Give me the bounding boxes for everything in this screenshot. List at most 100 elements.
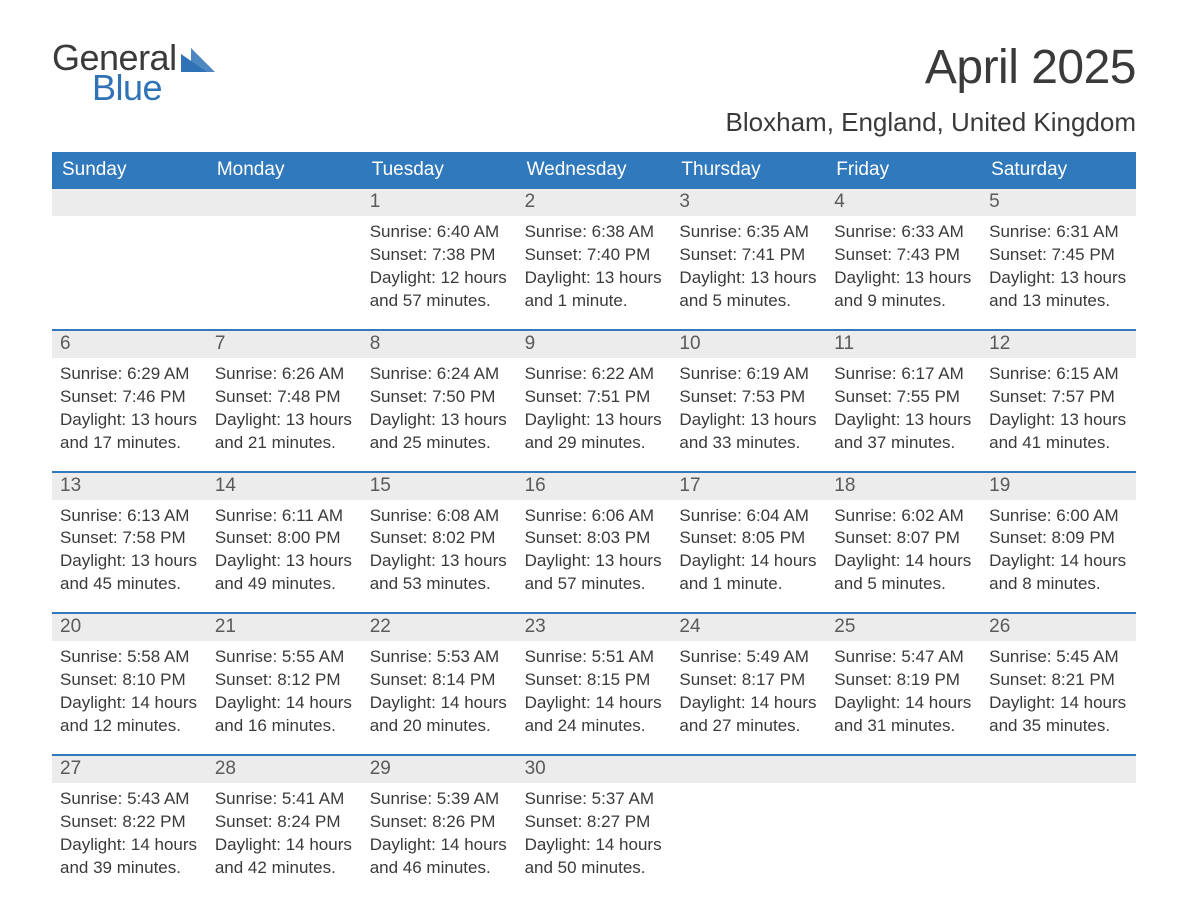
date-number: 17 xyxy=(671,473,826,500)
day-cell xyxy=(52,189,207,323)
day-cell: 2Sunrise: 6:38 AMSunset: 7:40 PMDaylight… xyxy=(517,189,672,323)
sunrise-line: Sunrise: 5:47 AM xyxy=(834,646,973,669)
day-cell: 30Sunrise: 5:37 AMSunset: 8:27 PMDayligh… xyxy=(517,756,672,890)
sunset-line: Sunset: 8:12 PM xyxy=(215,669,354,692)
day-body: Sunrise: 6:17 AMSunset: 7:55 PMDaylight:… xyxy=(826,358,981,465)
day-header-thursday: Thursday xyxy=(671,152,826,189)
day-body: Sunrise: 6:22 AMSunset: 7:51 PMDaylight:… xyxy=(517,358,672,465)
day-body: Sunrise: 6:40 AMSunset: 7:38 PMDaylight:… xyxy=(362,216,517,323)
day-body: Sunrise: 6:29 AMSunset: 7:46 PMDaylight:… xyxy=(52,358,207,465)
daylight-line: Daylight: 13 hours and 37 minutes. xyxy=(834,409,973,455)
day-cell: 12Sunrise: 6:15 AMSunset: 7:57 PMDayligh… xyxy=(981,331,1136,465)
sunset-line: Sunset: 8:09 PM xyxy=(989,527,1128,550)
day-cell: 24Sunrise: 5:49 AMSunset: 8:17 PMDayligh… xyxy=(671,614,826,748)
sunset-line: Sunset: 8:03 PM xyxy=(525,527,664,550)
day-cell: 26Sunrise: 5:45 AMSunset: 8:21 PMDayligh… xyxy=(981,614,1136,748)
date-number: 27 xyxy=(52,756,207,783)
date-number: 12 xyxy=(981,331,1136,358)
daylight-line: Daylight: 14 hours and 31 minutes. xyxy=(834,692,973,738)
date-number: 29 xyxy=(362,756,517,783)
daylight-line: Daylight: 14 hours and 1 minute. xyxy=(679,550,818,596)
day-body: Sunrise: 6:04 AMSunset: 8:05 PMDaylight:… xyxy=(671,500,826,607)
sunrise-line: Sunrise: 6:15 AM xyxy=(989,363,1128,386)
date-number: 14 xyxy=(207,473,362,500)
sunrise-line: Sunrise: 5:41 AM xyxy=(215,788,354,811)
daylight-line: Daylight: 14 hours and 16 minutes. xyxy=(215,692,354,738)
calendar: Sunday Monday Tuesday Wednesday Thursday… xyxy=(52,152,1136,890)
daylight-line: Daylight: 13 hours and 13 minutes. xyxy=(989,267,1128,313)
sunset-line: Sunset: 8:22 PM xyxy=(60,811,199,834)
day-cell: 22Sunrise: 5:53 AMSunset: 8:14 PMDayligh… xyxy=(362,614,517,748)
date-number: 23 xyxy=(517,614,672,641)
day-body: Sunrise: 6:02 AMSunset: 8:07 PMDaylight:… xyxy=(826,500,981,607)
location: Bloxham, England, United Kingdom xyxy=(726,107,1136,138)
day-cell xyxy=(671,756,826,890)
daylight-line: Daylight: 14 hours and 42 minutes. xyxy=(215,834,354,880)
sunset-line: Sunset: 7:53 PM xyxy=(679,386,818,409)
title-block: April 2025 Bloxham, England, United King… xyxy=(726,40,1136,138)
day-cell: 28Sunrise: 5:41 AMSunset: 8:24 PMDayligh… xyxy=(207,756,362,890)
sunrise-line: Sunrise: 5:37 AM xyxy=(525,788,664,811)
day-cell xyxy=(207,189,362,323)
sunrise-line: Sunrise: 6:00 AM xyxy=(989,505,1128,528)
day-cell: 1Sunrise: 6:40 AMSunset: 7:38 PMDaylight… xyxy=(362,189,517,323)
date-number: 10 xyxy=(671,331,826,358)
sunrise-line: Sunrise: 5:43 AM xyxy=(60,788,199,811)
day-header-saturday: Saturday xyxy=(981,152,1136,189)
daylight-line: Daylight: 14 hours and 12 minutes. xyxy=(60,692,199,738)
day-cell: 13Sunrise: 6:13 AMSunset: 7:58 PMDayligh… xyxy=(52,473,207,607)
day-cell: 7Sunrise: 6:26 AMSunset: 7:48 PMDaylight… xyxy=(207,331,362,465)
day-body: Sunrise: 6:08 AMSunset: 8:02 PMDaylight:… xyxy=(362,500,517,607)
daylight-line: Daylight: 14 hours and 27 minutes. xyxy=(679,692,818,738)
sunset-line: Sunset: 8:15 PM xyxy=(525,669,664,692)
daylight-line: Daylight: 13 hours and 45 minutes. xyxy=(60,550,199,596)
daylight-line: Daylight: 13 hours and 9 minutes. xyxy=(834,267,973,313)
daylight-line: Daylight: 14 hours and 39 minutes. xyxy=(60,834,199,880)
daylight-line: Daylight: 13 hours and 53 minutes. xyxy=(370,550,509,596)
day-body: Sunrise: 6:13 AMSunset: 7:58 PMDaylight:… xyxy=(52,500,207,607)
day-body: Sunrise: 6:06 AMSunset: 8:03 PMDaylight:… xyxy=(517,500,672,607)
daylight-line: Daylight: 14 hours and 24 minutes. xyxy=(525,692,664,738)
day-header-sunday: Sunday xyxy=(52,152,207,189)
day-body: Sunrise: 6:31 AMSunset: 7:45 PMDaylight:… xyxy=(981,216,1136,323)
sunset-line: Sunset: 7:43 PM xyxy=(834,244,973,267)
date-number: 9 xyxy=(517,331,672,358)
sunset-line: Sunset: 7:48 PM xyxy=(215,386,354,409)
day-cell xyxy=(981,756,1136,890)
daylight-line: Daylight: 13 hours and 29 minutes. xyxy=(525,409,664,455)
sunrise-line: Sunrise: 5:51 AM xyxy=(525,646,664,669)
day-cell: 18Sunrise: 6:02 AMSunset: 8:07 PMDayligh… xyxy=(826,473,981,607)
sunrise-line: Sunrise: 6:29 AM xyxy=(60,363,199,386)
daylight-line: Daylight: 12 hours and 57 minutes. xyxy=(370,267,509,313)
sunrise-line: Sunrise: 5:55 AM xyxy=(215,646,354,669)
week-row: 13Sunrise: 6:13 AMSunset: 7:58 PMDayligh… xyxy=(52,471,1136,607)
day-header-monday: Monday xyxy=(207,152,362,189)
header: General Blue April 2025 Bloxham, England… xyxy=(52,40,1136,138)
day-body: Sunrise: 5:45 AMSunset: 8:21 PMDaylight:… xyxy=(981,641,1136,748)
sunrise-line: Sunrise: 6:24 AM xyxy=(370,363,509,386)
date-number: 16 xyxy=(517,473,672,500)
date-number: 20 xyxy=(52,614,207,641)
date-number: 19 xyxy=(981,473,1136,500)
date-number xyxy=(207,189,362,216)
sunset-line: Sunset: 8:10 PM xyxy=(60,669,199,692)
date-number: 26 xyxy=(981,614,1136,641)
sunrise-line: Sunrise: 6:17 AM xyxy=(834,363,973,386)
sunrise-line: Sunrise: 6:33 AM xyxy=(834,221,973,244)
sunrise-line: Sunrise: 5:58 AM xyxy=(60,646,199,669)
day-body: Sunrise: 6:38 AMSunset: 7:40 PMDaylight:… xyxy=(517,216,672,323)
sunset-line: Sunset: 8:14 PM xyxy=(370,669,509,692)
day-cell: 10Sunrise: 6:19 AMSunset: 7:53 PMDayligh… xyxy=(671,331,826,465)
date-number: 8 xyxy=(362,331,517,358)
day-body: Sunrise: 5:49 AMSunset: 8:17 PMDaylight:… xyxy=(671,641,826,748)
logo-word-blue: Blue xyxy=(52,70,215,106)
sunset-line: Sunset: 7:40 PM xyxy=(525,244,664,267)
day-cell: 20 Sunrise: 5:58 AMSunset: 8:10 PMDayligh… xyxy=(52,614,207,748)
date-number: 25 xyxy=(826,614,981,641)
daylight-line: Daylight: 13 hours and 21 minutes. xyxy=(215,409,354,455)
daylight-line: Daylight: 13 hours and 5 minutes. xyxy=(679,267,818,313)
day-body: Sunrise: 5:47 AMSunset: 8:19 PMDaylight:… xyxy=(826,641,981,748)
daylight-line: Daylight: 14 hours and 5 minutes. xyxy=(834,550,973,596)
sunset-line: Sunset: 8:07 PM xyxy=(834,527,973,550)
date-number: 6 xyxy=(52,331,207,358)
